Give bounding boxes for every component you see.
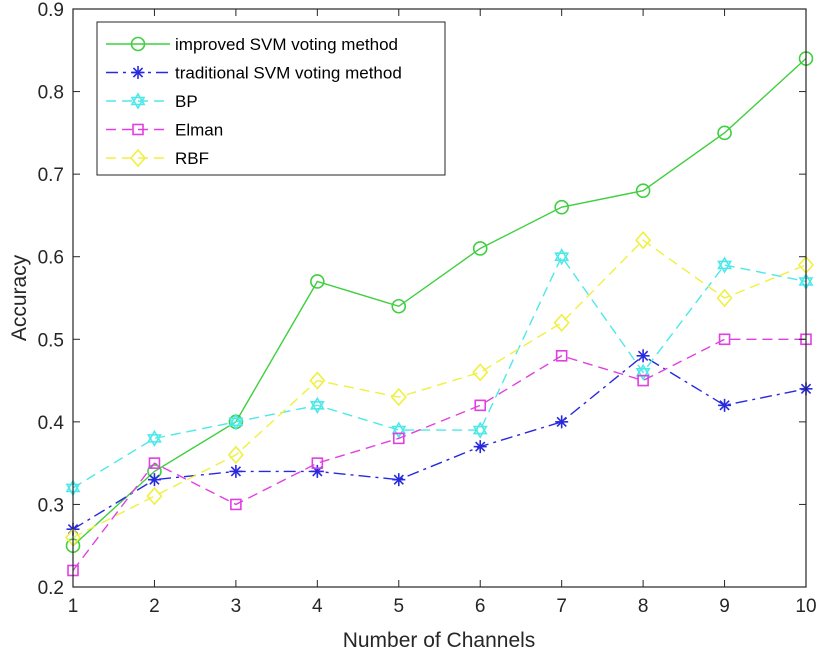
series-layer <box>64 51 815 577</box>
legend-box <box>96 21 446 176</box>
data-point <box>472 241 488 256</box>
data-point <box>553 313 570 332</box>
x-tick-label: 6 <box>475 596 486 617</box>
data-point <box>227 445 244 465</box>
y-axis-label: Accuracy <box>8 254 31 341</box>
data-point <box>392 432 405 445</box>
x-tick-label: 3 <box>231 596 242 617</box>
data-point <box>635 183 651 198</box>
legend-marker <box>132 123 144 136</box>
data-point <box>146 429 162 447</box>
legend-marker <box>130 92 146 110</box>
legend-entry: RBF <box>106 148 209 168</box>
data-point <box>309 371 326 390</box>
data-point <box>716 288 733 308</box>
legend-marker <box>131 66 145 79</box>
data-point <box>472 421 488 439</box>
x-tick-label: 5 <box>393 596 404 617</box>
legend-marker <box>129 148 147 168</box>
legend-label: RBF <box>175 149 209 168</box>
y-tick-label: 0.5 <box>38 330 64 351</box>
axes-box <box>72 8 807 588</box>
data-point <box>391 298 407 314</box>
data-point <box>311 457 324 469</box>
data-point <box>148 457 161 469</box>
legend-label: traditional SVM voting method <box>175 64 402 83</box>
series-line-5 <box>72 239 807 539</box>
legend-label: Elman <box>175 121 223 140</box>
data-point <box>555 415 569 429</box>
y-ticks: 0.2 0.3 0.4 0.5 0.6 0.7 0.8 0.9 <box>38 0 806 599</box>
data-point <box>637 374 649 387</box>
data-point <box>473 440 487 454</box>
data-point <box>718 398 732 412</box>
data-point <box>229 464 243 478</box>
data-point <box>554 248 570 266</box>
data-point <box>717 256 733 274</box>
x-tick-label: 4 <box>312 596 323 617</box>
data-point <box>228 413 244 431</box>
data-point <box>472 363 489 382</box>
y-tick-label: 0.6 <box>38 248 64 269</box>
data-point <box>718 333 731 346</box>
data-point <box>474 399 487 412</box>
x-tick-label: 8 <box>638 596 649 617</box>
legend-entry: Elman <box>106 121 223 140</box>
data-point <box>635 230 652 250</box>
data-point <box>147 473 161 487</box>
legend-label: improved SVM voting method <box>175 35 398 54</box>
data-point <box>309 396 325 414</box>
y-tick-label: 0.4 <box>38 413 65 434</box>
y-tick-label: 0.9 <box>38 0 64 21</box>
data-point <box>310 274 325 289</box>
x-axis-label: Number of Channels <box>343 629 536 652</box>
series-line-1 <box>72 58 807 547</box>
data-point <box>146 486 163 506</box>
x-tick-label: 10 <box>795 596 816 617</box>
data-point <box>390 387 407 407</box>
x-tick-label: 2 <box>149 596 160 617</box>
legend-entry: improved SVM voting method <box>106 35 398 54</box>
legend-label: BP <box>175 92 198 111</box>
legend-marker <box>130 36 146 52</box>
data-point <box>636 349 650 363</box>
data-point <box>717 125 732 141</box>
y-tick-label: 0.7 <box>38 165 64 186</box>
data-point <box>392 473 406 487</box>
y-tick-label: 0.3 <box>38 495 64 516</box>
data-point <box>555 349 568 362</box>
x-tick-label: 7 <box>556 596 567 617</box>
legend-entry: BP <box>106 92 198 111</box>
y-tick-label: 0.8 <box>38 83 64 104</box>
series-line-3 <box>72 255 807 489</box>
data-point <box>554 199 569 215</box>
series-line-4 <box>72 338 806 571</box>
x-tick-label: 1 <box>68 596 79 617</box>
data-point <box>230 498 242 511</box>
legend: improved SVM voting method traditional SV… <box>96 21 446 176</box>
legend-entry: traditional SVM voting method <box>106 64 402 83</box>
y-tick-label: 0.2 <box>38 578 64 599</box>
x-ticks: 1 2 3 4 5 6 7 8 9 10 <box>68 9 817 617</box>
x-tick-label: 9 <box>719 596 730 617</box>
